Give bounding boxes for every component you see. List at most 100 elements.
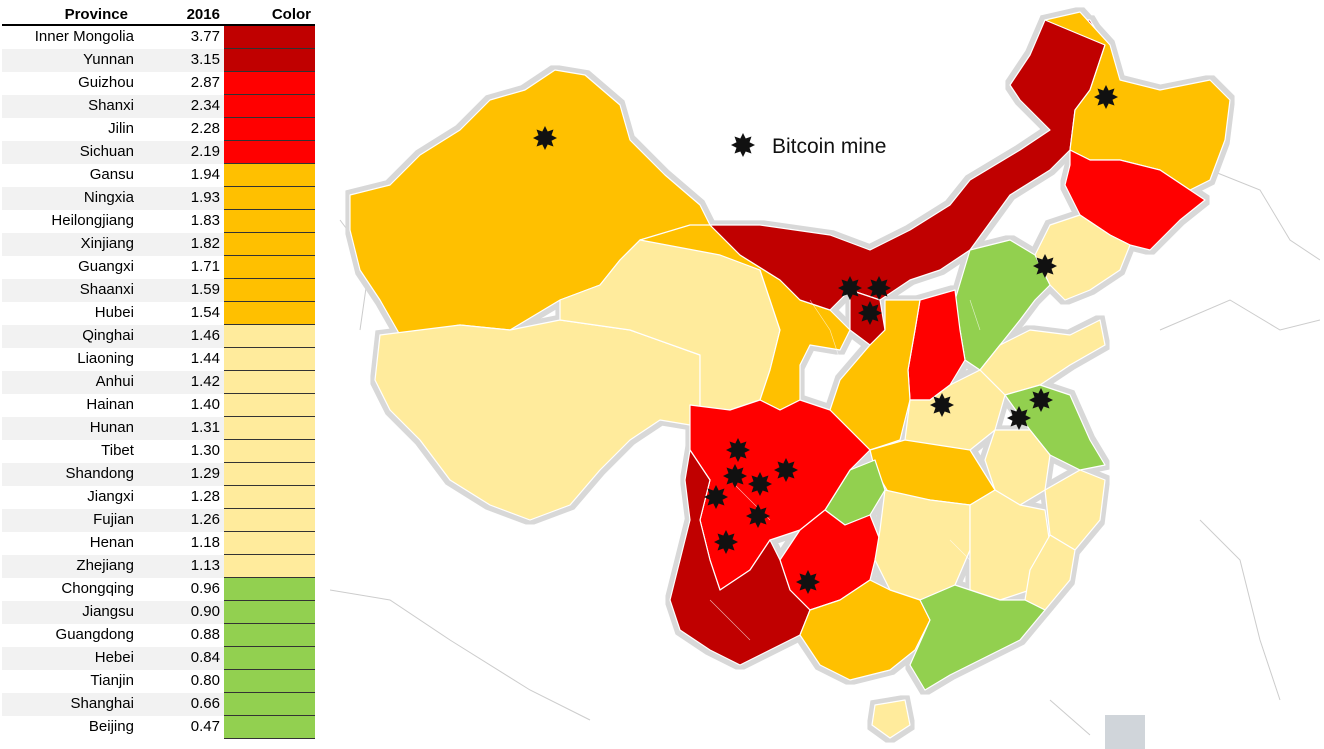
province-value: 3.77 [190, 28, 220, 46]
table-row: Guizhou 2.87 [2, 71, 315, 95]
bitcoin-mine-marker [1033, 254, 1057, 278]
color-swatch [223, 508, 315, 532]
province-name: Shanxi [2, 94, 138, 118]
table-row: Sichuan 2.19 [2, 140, 315, 164]
province-name: Hubei [94, 304, 134, 321]
province-name: Jiangxi [87, 488, 134, 505]
province-value: 0.80 [190, 672, 220, 689]
province-name: Beijing [88, 718, 134, 735]
star-icon [731, 133, 755, 157]
bitcoin-mine-marker [774, 458, 798, 482]
header-color: Color [223, 4, 315, 26]
header-province: Province [2, 4, 138, 26]
table-row: Gansu 1.94 [2, 163, 315, 187]
province-value: 1.54 [190, 304, 220, 321]
bitcoin-mine-marker [533, 126, 557, 150]
province-value: 1.46 [137, 324, 224, 348]
province-value: 0.84 [137, 646, 224, 670]
table-row: Inner Mongolia 3.77 [2, 25, 315, 49]
color-swatch [223, 163, 315, 187]
table-row: Hunan 1.31 [2, 416, 315, 440]
province-name: Ningxia [2, 186, 138, 210]
color-swatch [223, 554, 315, 578]
province-name: Fujian [2, 508, 138, 532]
province-name: Shandong [2, 462, 138, 486]
table-row: Hubei 1.54 [2, 301, 315, 325]
province-name: Xinjiang [2, 232, 138, 256]
color-swatch [223, 669, 315, 693]
province-value: 1.71 [190, 258, 220, 275]
province-name: Jilin [108, 120, 134, 137]
region-heilongjiang [1044, 11, 1231, 191]
china-map: Bitcoin mine [330, 11, 1320, 749]
color-swatch [223, 715, 315, 739]
province-value: 1.31 [137, 416, 224, 440]
bitcoin-mine-marker [748, 472, 772, 496]
color-swatch [223, 232, 315, 256]
table-row: Jiangsu 0.90 [2, 600, 315, 624]
table-row: Henan 1.18 [2, 531, 315, 555]
province-name: Chongqing [61, 580, 134, 597]
table-row: Hainan 1.40 [2, 393, 315, 417]
color-swatch [223, 416, 315, 440]
color-swatch [223, 301, 315, 325]
region-guangdong [909, 584, 1046, 691]
island-shape [1105, 715, 1145, 749]
color-swatch [223, 646, 315, 670]
province-value: 1.83 [190, 212, 220, 229]
color-swatch [223, 25, 315, 49]
color-swatch [223, 347, 315, 371]
province-value: 2.87 [190, 74, 220, 91]
color-swatch [223, 577, 315, 601]
bitcoin-mine-marker [1094, 85, 1118, 109]
color-swatch [223, 209, 315, 233]
color-swatch [223, 531, 315, 555]
region-hunan [874, 489, 971, 601]
bitcoin-mine-marker [858, 301, 882, 325]
province-name: Hunan [2, 416, 138, 440]
table-row: Yunnan 3.15 [2, 48, 315, 72]
province-name: Gansu [89, 166, 134, 183]
color-swatch [223, 462, 315, 486]
province-name: Sichuan [2, 140, 138, 164]
province-value: 2.28 [190, 120, 220, 137]
table-row: Shanxi 2.34 [2, 94, 315, 118]
mine-markers [533, 85, 1118, 594]
color-swatch [223, 370, 315, 394]
table-row: Fujian 1.26 [2, 508, 315, 532]
province-name: Qinghai [2, 324, 138, 348]
province-value: 1.29 [137, 462, 224, 486]
region-jilin [1064, 149, 1206, 251]
color-swatch [223, 692, 315, 716]
province-value: 2.19 [137, 140, 224, 164]
bitcoin-mine-marker [714, 530, 738, 554]
province-value: 0.90 [137, 600, 224, 624]
table-row: Heilongjiang 1.83 [2, 209, 315, 233]
color-swatch [223, 623, 315, 647]
province-name: Zhejiang [2, 554, 138, 578]
province-name: Anhui [2, 370, 138, 394]
table-row: Ningxia 1.93 [2, 186, 315, 210]
region-guangxi [799, 579, 931, 681]
color-swatch [223, 255, 315, 279]
bitcoin-mine-marker [723, 464, 747, 488]
province-name: Hebei [2, 646, 138, 670]
province-name: Tianjin [90, 672, 134, 689]
province-value: 3.15 [137, 48, 224, 72]
table-row: Zhejiang 1.13 [2, 554, 315, 578]
color-swatch [223, 485, 315, 509]
province-value: 1.26 [137, 508, 224, 532]
province-name: Guangdong [55, 626, 134, 643]
province-name: Inner Mongolia [34, 28, 134, 46]
bitcoin-mine-marker [726, 438, 750, 462]
province-name: Tibet [101, 442, 134, 459]
color-swatch [223, 439, 315, 463]
color-swatch [223, 393, 315, 417]
province-name: Heilongjiang [51, 212, 134, 229]
table-row: Chongqing 0.96 [2, 577, 315, 601]
province-value: 1.93 [137, 186, 224, 210]
province-value: 1.13 [137, 554, 224, 578]
color-swatch [223, 48, 315, 72]
province-name: Hainan [86, 396, 134, 413]
table-row: Hebei 0.84 [2, 646, 315, 670]
